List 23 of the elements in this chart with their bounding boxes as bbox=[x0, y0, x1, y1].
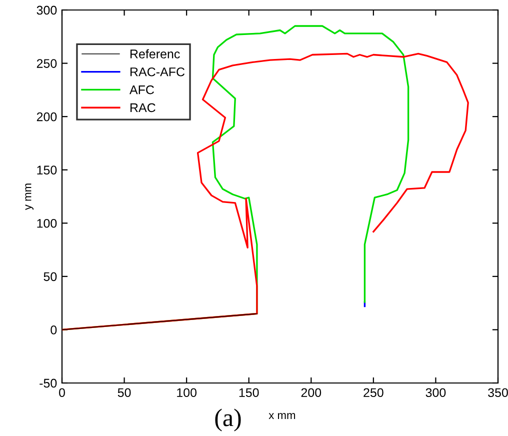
legend-label: Referenc bbox=[130, 49, 180, 58]
legend-label: AFC bbox=[129, 85, 154, 94]
y-tick-label: 50 bbox=[44, 272, 57, 282]
legend-label: RAC bbox=[130, 103, 156, 112]
y-tick-label: 300 bbox=[36, 6, 57, 15]
x-tick-label: 200 bbox=[301, 388, 322, 398]
x-axis-title: x mm bbox=[268, 413, 296, 420]
legend-label: RAC-AFC bbox=[130, 67, 185, 76]
x-tick-label: 300 bbox=[426, 388, 446, 398]
x-tick-label: 250 bbox=[364, 388, 384, 398]
y-axis-title: y mm bbox=[25, 184, 34, 210]
y-tick-label: -50 bbox=[40, 378, 57, 388]
x-tick-label: 150 bbox=[239, 388, 259, 398]
y-tick-label: 250 bbox=[36, 59, 57, 68]
y-tick-label: 0 bbox=[50, 326, 57, 334]
x-tick-label: 0 bbox=[59, 388, 65, 398]
text: (a) bbox=[215, 408, 241, 432]
y-tick-label: 100 bbox=[37, 218, 57, 228]
x-tick-label: 100 bbox=[177, 388, 197, 398]
y-tick-label: 150 bbox=[37, 166, 57, 175]
x-tick-label: 350 bbox=[488, 388, 508, 398]
y-tick-label: 200 bbox=[36, 112, 57, 122]
x-tick-label: 50 bbox=[118, 388, 131, 398]
